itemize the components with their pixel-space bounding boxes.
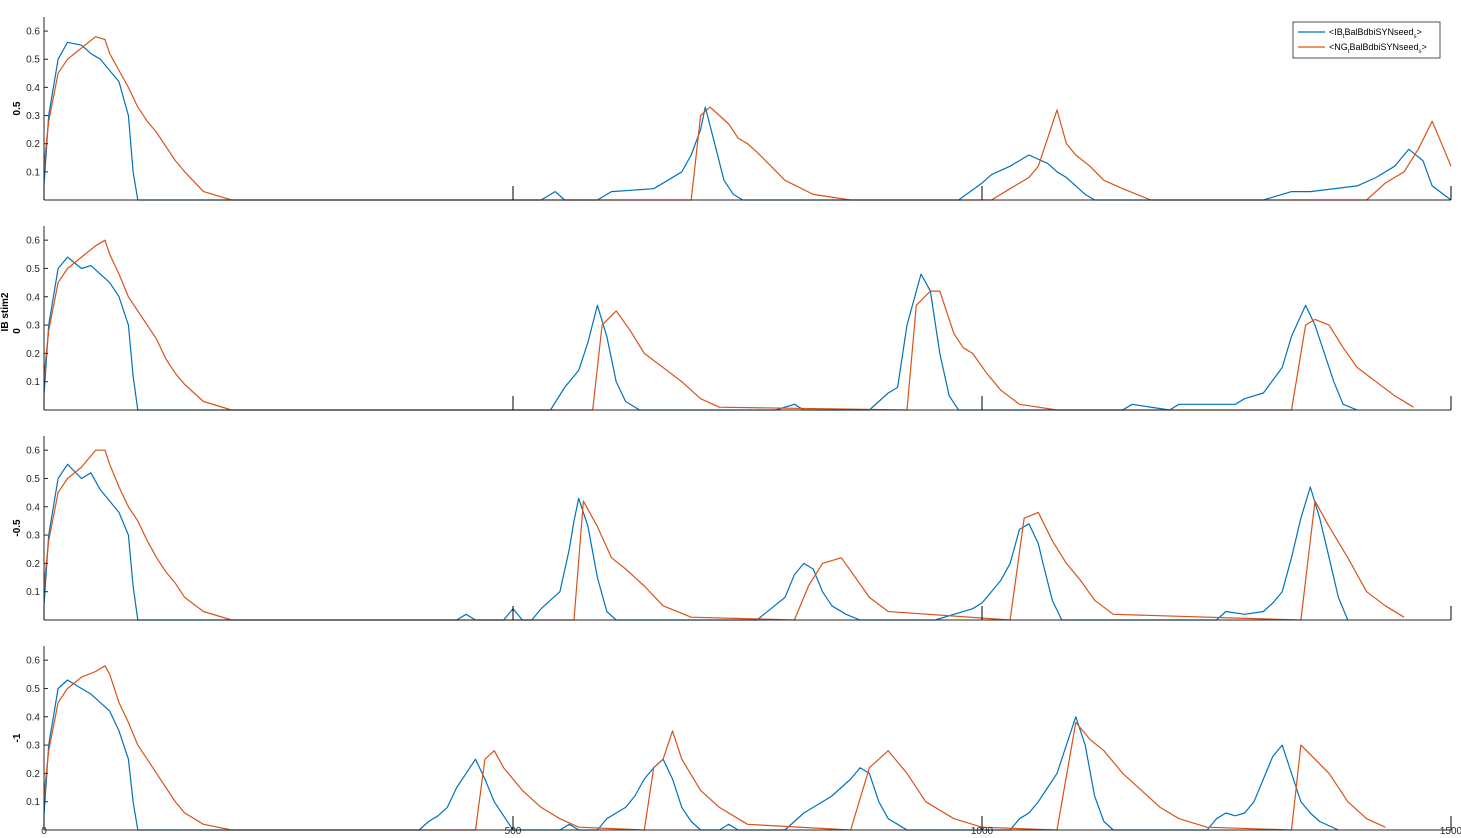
series-line-ng	[43, 239, 1414, 411]
series-line-ng	[43, 36, 1452, 201]
y-tick-label: 0.3	[26, 321, 40, 332]
row-label: 0	[12, 328, 23, 334]
y-tick-label: 0.6	[26, 656, 40, 667]
y-tick-label: 0.1	[26, 167, 40, 178]
y-tick-label: 0.1	[26, 377, 40, 388]
y-tick-label: 0.5	[26, 684, 40, 695]
legend-box	[1292, 21, 1441, 59]
y-tick-label: 0.3	[26, 531, 40, 542]
subplot-1: 0.10.20.30.40.50.60.5	[12, 17, 1452, 201]
y-tick-label: 0.6	[26, 236, 40, 247]
subplot-4: 0.1 0.2 0.3 0.4 0.5 0.6 0 500 1000 1500 -1	[12, 646, 1461, 837]
subplot-2: 0.1 0.2 0.3 0.4 0.5 0.6 0	[12, 226, 1452, 411]
y-tick-label: 0.2	[26, 139, 40, 150]
x-tick-label: 0	[41, 826, 47, 837]
legend: <IBtBalBdbiSYNseeds> <NGtBalBdbiSYNseeds>	[1292, 21, 1441, 59]
legend-entry: <IBtBalBdbiSYNseeds>	[1329, 27, 1422, 40]
y-tick-label: 0.4	[26, 292, 40, 303]
y-tick-label: 0.1	[26, 587, 40, 598]
series-line-ng	[43, 449, 1405, 621]
y-tick-label: 0.6	[26, 27, 40, 38]
series-line-ib	[43, 256, 1358, 411]
y-tick-label: 0.5	[26, 264, 40, 275]
series-line-ib	[43, 463, 1349, 621]
legend-entry: <NGtBalBdbiSYNseeds>	[1329, 42, 1427, 55]
y-tick-label: 0.4	[26, 502, 40, 513]
y-tick-label: 0.1	[26, 797, 40, 808]
row-label: -1	[12, 733, 23, 742]
y-tick-label: 0.2	[26, 349, 40, 360]
series-line-ib	[43, 41, 1452, 201]
y-tick-label: 0.3	[26, 111, 40, 122]
series-line-ng	[43, 665, 1386, 831]
x-tick-label: 1000	[971, 826, 994, 837]
row-label: -0.5	[12, 519, 23, 537]
figure-ylabel: IB stim2	[0, 292, 11, 331]
subplot-3: 0.1 0.2 0.3 0.4 0.5 0.6 -0.5	[12, 436, 1452, 621]
x-tick-label: 1500	[1440, 826, 1461, 837]
y-tick-label: 0.3	[26, 741, 40, 752]
y-tick-label: 0.2	[26, 559, 40, 570]
y-tick-label: 0.2	[26, 769, 40, 780]
y-tick-label: 0.4	[26, 712, 40, 723]
x-tick-label: 500	[505, 826, 522, 837]
series-line-ib	[43, 679, 1339, 831]
y-tick-label: 0.5	[26, 55, 40, 66]
row-label: 0.5	[12, 101, 23, 115]
y-tick-label: 0.4	[26, 83, 40, 94]
y-tick-label: 0.6	[26, 446, 40, 457]
y-tick-label: 0.5	[26, 474, 40, 485]
subplot-panels: 0.10.20.30.40.50.60.50.10.20.30.40.50.60…	[12, 17, 1461, 837]
